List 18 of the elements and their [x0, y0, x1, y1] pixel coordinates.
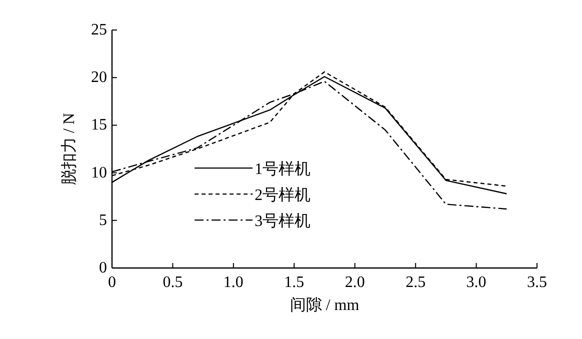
- y-tick-label: 0: [99, 260, 107, 276]
- y-tick-label: 10: [91, 164, 107, 182]
- x-tick-label: 3.5: [527, 274, 547, 291]
- x-tick-label: 1.0: [223, 274, 244, 291]
- legend-label: 2号样机: [254, 186, 311, 204]
- legend-label: 3号样机: [254, 212, 311, 230]
- x-tick-label: 0.5: [162, 274, 183, 291]
- x-tick-label: 3.0: [466, 274, 486, 291]
- legend-label: 1号样机: [254, 160, 311, 178]
- x-tick-label: 1.5: [284, 274, 304, 291]
- x-tick-label: 2.0: [344, 274, 365, 291]
- x-axis-title: 间隙 / mm: [290, 296, 360, 314]
- y-tick-label: 5: [99, 212, 107, 229]
- y-tick-label: 20: [91, 69, 107, 86]
- x-tick-label: 2.5: [406, 274, 426, 291]
- y-tick-label: 25: [91, 22, 107, 38]
- y-axis-title: 脱扣力 / N: [60, 112, 78, 185]
- y-tick-label: 15: [91, 116, 107, 134]
